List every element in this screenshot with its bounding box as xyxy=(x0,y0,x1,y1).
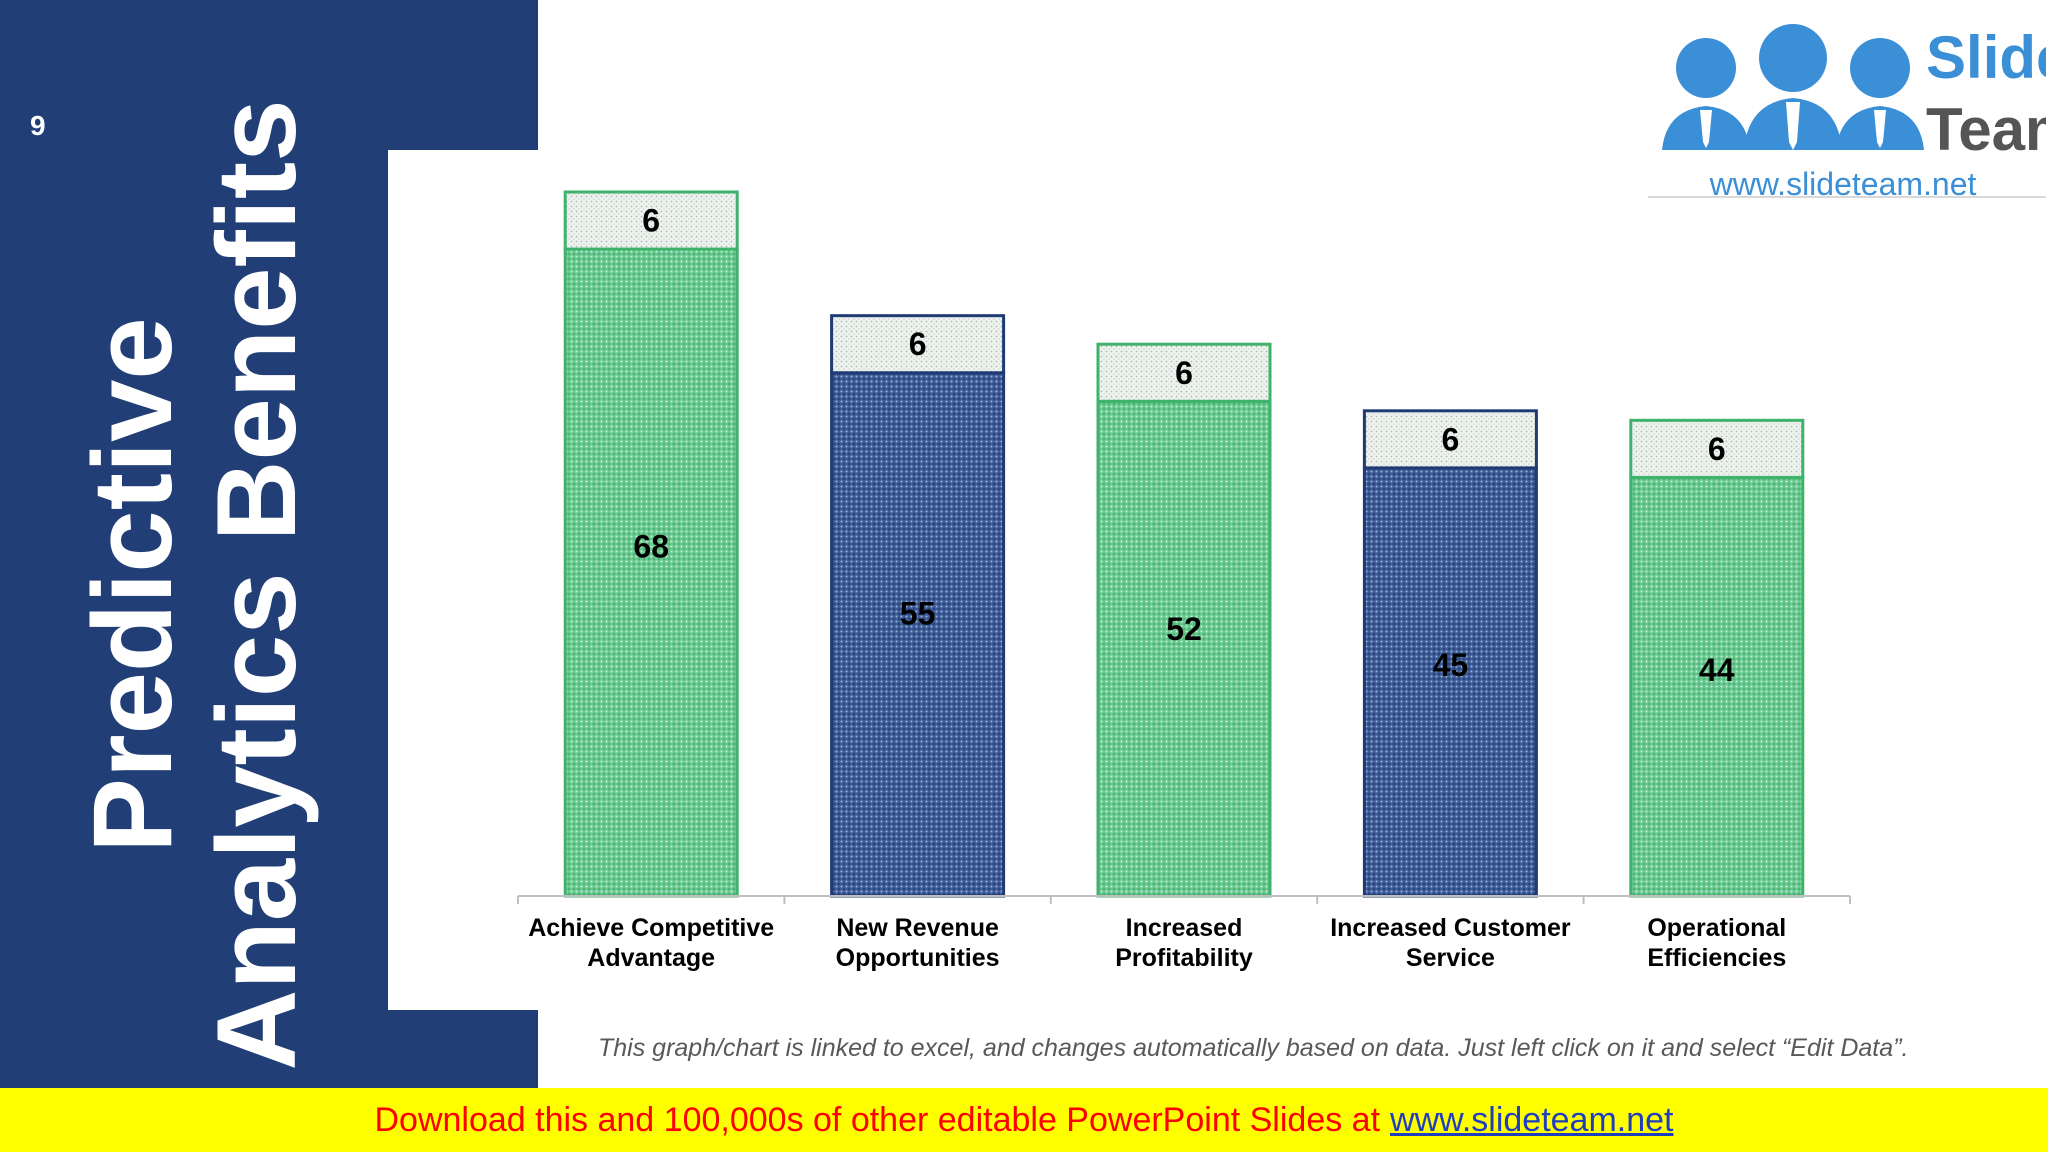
x-tick-label: Increased xyxy=(1126,914,1243,942)
data-label: 52 xyxy=(1166,611,1202,647)
data-label: 6 xyxy=(642,203,660,239)
slideteam-logo[interactable]: Slide Team www.slideteam.net xyxy=(1648,10,2046,198)
x-tick-label: Operational xyxy=(1647,914,1786,942)
x-tick-label: Opportunities xyxy=(836,944,1000,972)
bar-top-segment[interactable] xyxy=(1629,418,1805,479)
data-label: 45 xyxy=(1433,647,1469,683)
banner-text: Download this and 100,000s of other edit… xyxy=(374,1100,1381,1139)
logo-word-team: Team xyxy=(1926,96,2046,163)
bar-base[interactable] xyxy=(1629,475,1805,898)
x-tick-label: Increased Customer xyxy=(1330,914,1571,942)
bar-base[interactable] xyxy=(1362,466,1538,898)
bar-base[interactable] xyxy=(563,247,739,898)
people-icon xyxy=(1662,24,1924,150)
bar-top-segment[interactable] xyxy=(563,190,739,251)
x-tick-label: Efficiencies xyxy=(1647,944,1786,972)
banner-link[interactable]: www.slideteam.net xyxy=(1390,1100,1674,1139)
chart-note: This graph/chart is linked to excel, and… xyxy=(598,1034,1909,1062)
x-tick-label: New Revenue xyxy=(836,914,999,942)
title-panel-notch xyxy=(388,150,538,1010)
x-tick-label: Advantage xyxy=(587,944,715,972)
bar-top-segment[interactable] xyxy=(1096,342,1272,403)
bar-top-segment[interactable] xyxy=(830,314,1006,375)
bar-top-segment[interactable] xyxy=(1362,409,1538,470)
logo-divider xyxy=(1648,196,2046,198)
x-tick-label: Achieve Competitive xyxy=(528,914,774,942)
bar-base[interactable] xyxy=(1096,399,1272,898)
data-label: 55 xyxy=(900,595,936,631)
logo-word-slide: Slide xyxy=(1926,24,2046,91)
data-label: 6 xyxy=(1442,421,1460,457)
data-label: 68 xyxy=(633,529,669,565)
logo-url[interactable]: www.slideteam.net xyxy=(1709,166,1977,198)
slide-number: 9 xyxy=(30,110,46,141)
data-label: 6 xyxy=(1708,431,1726,467)
bar-base[interactable] xyxy=(830,371,1006,898)
data-label: 6 xyxy=(909,326,927,362)
x-tick-label: Service xyxy=(1406,944,1495,972)
x-tick-label: Profitability xyxy=(1115,944,1253,972)
data-label: 6 xyxy=(1175,355,1193,391)
download-banner: Download this and 100,000s of other edit… xyxy=(0,1088,2048,1152)
data-label: 44 xyxy=(1699,652,1735,688)
